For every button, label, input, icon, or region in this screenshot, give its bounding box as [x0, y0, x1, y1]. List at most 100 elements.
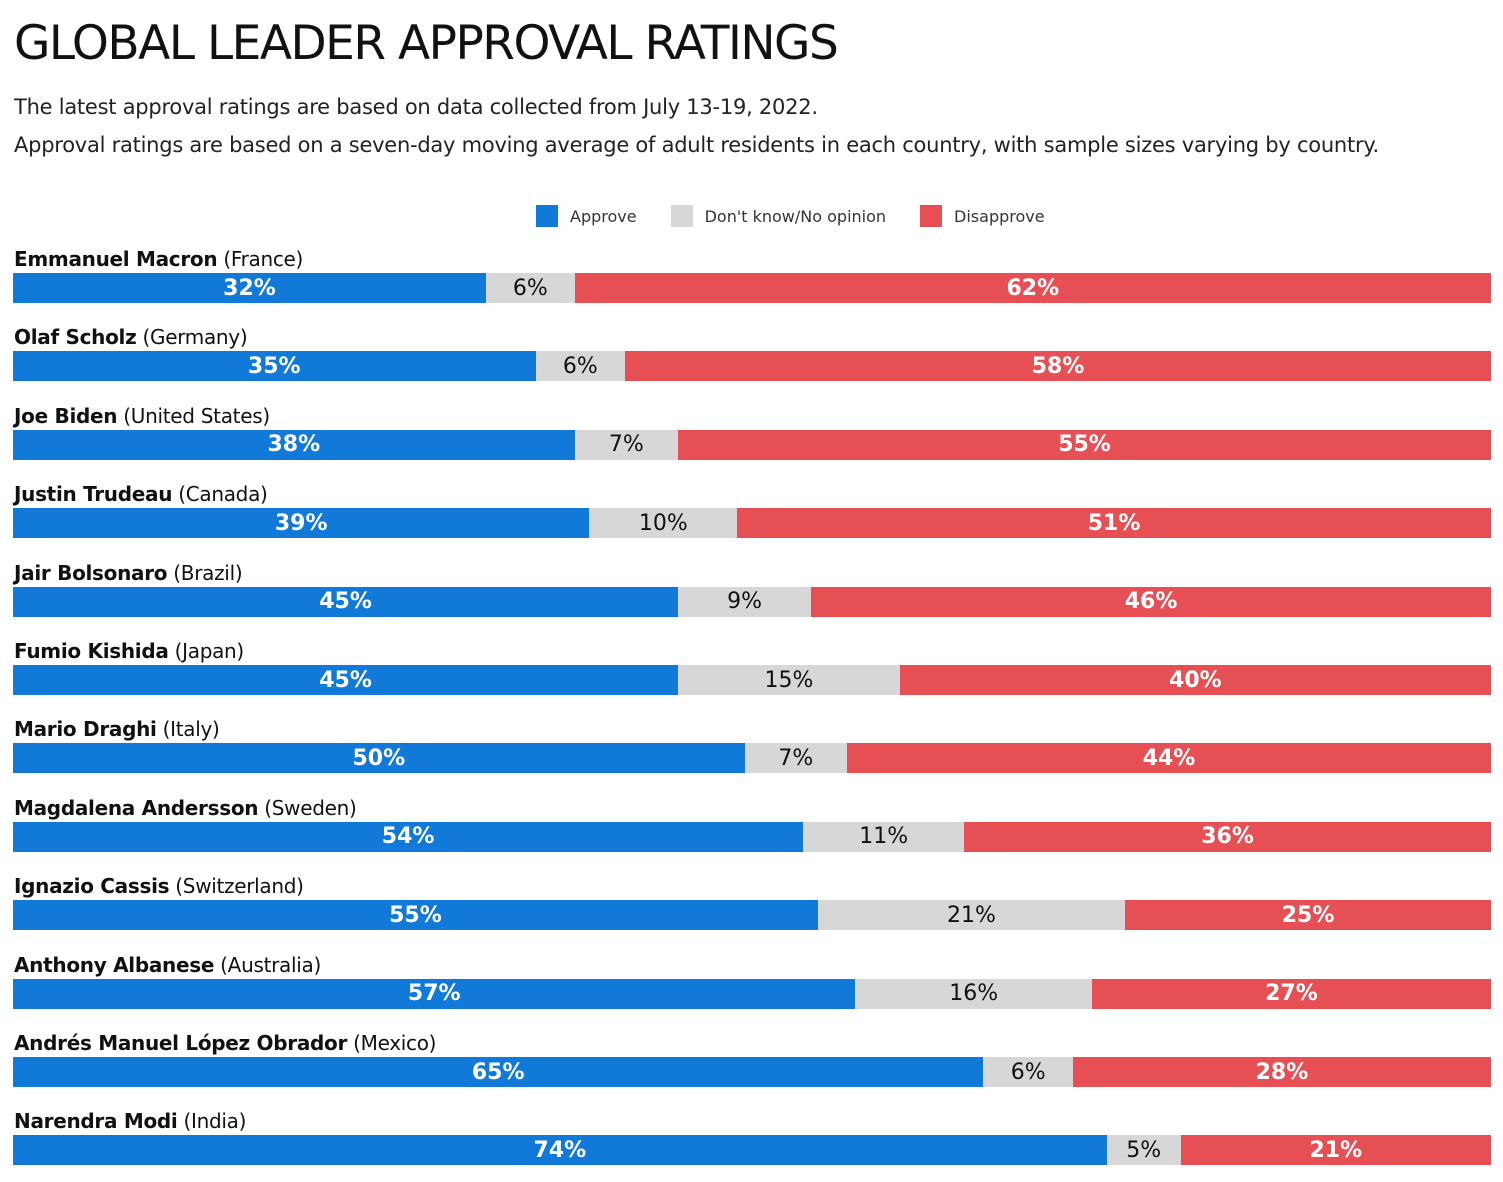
- leader-country: (Japan): [168, 639, 245, 663]
- legend-swatch-disapprove: [920, 205, 943, 227]
- data-label-approve: 35%: [247, 353, 301, 379]
- bar-segment-disapprove: 25%: [1125, 900, 1491, 931]
- legend-label-disapprove: Disapprove: [954, 206, 1045, 226]
- bar-segment-approve: 38%: [13, 429, 575, 460]
- data-label-approve: 55%: [389, 902, 442, 928]
- bar-row: 45% 15% 40%: [13, 665, 1491, 695]
- leader-country: (Mexico): [347, 1031, 437, 1055]
- bar-row: 39% 10% 51%: [13, 508, 1491, 539]
- bar-segment-disapprove: 21%: [1180, 1135, 1491, 1166]
- bar-segment-approve: 54%: [13, 821, 804, 852]
- bar-row: 54% 11% 36%: [13, 821, 1491, 852]
- bar-segment-no-opinion: 16%: [855, 978, 1092, 1009]
- chart-legend: Approve Don't know/No opinion Disapprove: [536, 205, 1079, 227]
- bar-segment-approve: 32%: [13, 273, 486, 303]
- data-label-disapprove: 28%: [1255, 1059, 1309, 1085]
- data-label-disapprove: 62%: [1006, 275, 1060, 301]
- bar-segment-no-opinion: 5%: [1106, 1135, 1181, 1166]
- bar-segment-approve: 57%: [13, 978, 856, 1009]
- leader-country: (Switzerland): [169, 874, 304, 899]
- bar-segment-no-opinion: 7%: [574, 429, 679, 460]
- leader-country: (Germany): [136, 325, 248, 350]
- bar-segment-disapprove: 40%: [899, 665, 1491, 695]
- bar-segment-disapprove: 36%: [964, 821, 1491, 852]
- data-label-no-opinion: 10%: [638, 510, 688, 536]
- bar-segment-approve: 74%: [13, 1135, 1107, 1166]
- data-label-disapprove: 27%: [1265, 981, 1318, 1007]
- data-label-no-opinion: 9%: [727, 589, 763, 615]
- bar-segment-no-opinion: 6%: [535, 351, 626, 382]
- bar-segment-no-opinion: 21%: [817, 900, 1126, 931]
- data-label-no-opinion: 6%: [512, 275, 548, 301]
- leader-label: Joe Biden (United States): [14, 403, 270, 429]
- bar-row: 57% 16% 27%: [13, 978, 1491, 1009]
- bar-segment-no-opinion: 11%: [803, 821, 965, 852]
- data-label-disapprove: 44%: [1142, 745, 1196, 771]
- bar-segment-approve: 45%: [13, 586, 679, 617]
- bar-segment-disapprove: 44%: [847, 743, 1491, 774]
- leader-name: Narendra Modi: [14, 1109, 178, 1134]
- bar-segment-no-opinion: 15%: [678, 665, 900, 695]
- data-label-no-opinion: 15%: [764, 667, 814, 693]
- bar-segment-disapprove: 51%: [737, 508, 1491, 539]
- data-label-disapprove: 40%: [1169, 667, 1222, 693]
- leader-label: Ignazio Cassis (Switzerland): [14, 873, 304, 899]
- bar-segment-approve: 35%: [13, 351, 536, 382]
- leader-name: Olaf Scholz: [14, 325, 137, 350]
- leader-label: Magdalena Andersson (Sweden): [14, 795, 357, 821]
- legend-label-approve: Approve: [570, 206, 637, 226]
- leader-name: Ignazio Cassis: [14, 874, 170, 899]
- leader-name: Joe Biden: [14, 403, 118, 428]
- bar-segment-disapprove: 58%: [625, 351, 1491, 382]
- data-label-disapprove: 51%: [1087, 510, 1141, 536]
- leader-label: Emmanuel Macron (France): [14, 246, 303, 272]
- data-label-disapprove: 55%: [1058, 432, 1111, 458]
- bar-segment-approve: 45%: [13, 665, 679, 695]
- data-label-approve: 39%: [274, 510, 328, 536]
- leader-label: Justin Trudeau (Canada): [14, 481, 268, 507]
- bar-segment-no-opinion: 7%: [744, 743, 848, 774]
- legend-label-no-opinion: Don't know/No opinion: [704, 206, 887, 226]
- legend-item-approve: Approve: [536, 205, 637, 227]
- data-label-approve: 50%: [352, 745, 406, 771]
- leader-country: (United States): [117, 403, 270, 428]
- leader-label: Mario Draghi (Italy): [14, 716, 220, 742]
- leader-label: Fumio Kishida (Japan): [14, 638, 244, 664]
- data-label-disapprove: 36%: [1201, 824, 1254, 850]
- bar-segment-no-opinion: 6%: [983, 1057, 1073, 1087]
- page-title: GLOBAL LEADER APPROVAL RATINGS: [14, 16, 839, 71]
- bar-segment-disapprove: 55%: [678, 429, 1491, 460]
- leader-label: Olaf Scholz (Germany): [14, 324, 248, 350]
- legend-swatch-no-opinion: [670, 205, 693, 227]
- bar-segment-disapprove: 28%: [1072, 1057, 1491, 1087]
- data-label-no-opinion: 6%: [1010, 1059, 1046, 1085]
- leader-country: (France): [217, 247, 304, 271]
- data-label-approve: 32%: [223, 275, 276, 301]
- legend-swatch-approve: [536, 205, 558, 227]
- leader-label: Jair Bolsonaro (Brazil): [14, 560, 243, 586]
- data-label-approve: 57%: [407, 981, 461, 1007]
- bar-row: 55% 21% 25%: [13, 900, 1491, 931]
- legend-item-no-opinion: Don't know/No opinion: [670, 205, 887, 227]
- data-label-disapprove: 58%: [1031, 353, 1085, 379]
- bar-segment-approve: 50%: [13, 743, 745, 774]
- subtitle-date-range: The latest approval ratings are based on…: [14, 95, 818, 119]
- bar-segment-disapprove: 62%: [574, 273, 1491, 303]
- leader-country: (Canada): [172, 482, 268, 507]
- leader-country: (India): [177, 1109, 247, 1134]
- bar-segment-disapprove: 46%: [811, 586, 1491, 617]
- data-label-no-opinion: 21%: [947, 902, 996, 928]
- bar-row: 35% 6% 58%: [13, 351, 1491, 382]
- leader-country: (Brazil): [167, 560, 243, 585]
- bar-row: 32% 6% 62%: [13, 273, 1491, 303]
- data-label-no-opinion: 7%: [608, 432, 644, 458]
- data-label-approve: 45%: [319, 589, 372, 615]
- data-label-approve: 74%: [533, 1137, 587, 1163]
- leader-label: Narendra Modi (India): [14, 1108, 246, 1134]
- bar-segment-approve: 39%: [13, 508, 590, 539]
- leader-name: Emmanuel Macron: [14, 247, 218, 271]
- leader-name: Jair Bolsonaro: [14, 560, 168, 585]
- data-label-disapprove: 25%: [1281, 902, 1335, 928]
- bar-segment-no-opinion: 6%: [485, 273, 575, 303]
- data-label-approve: 65%: [471, 1059, 525, 1085]
